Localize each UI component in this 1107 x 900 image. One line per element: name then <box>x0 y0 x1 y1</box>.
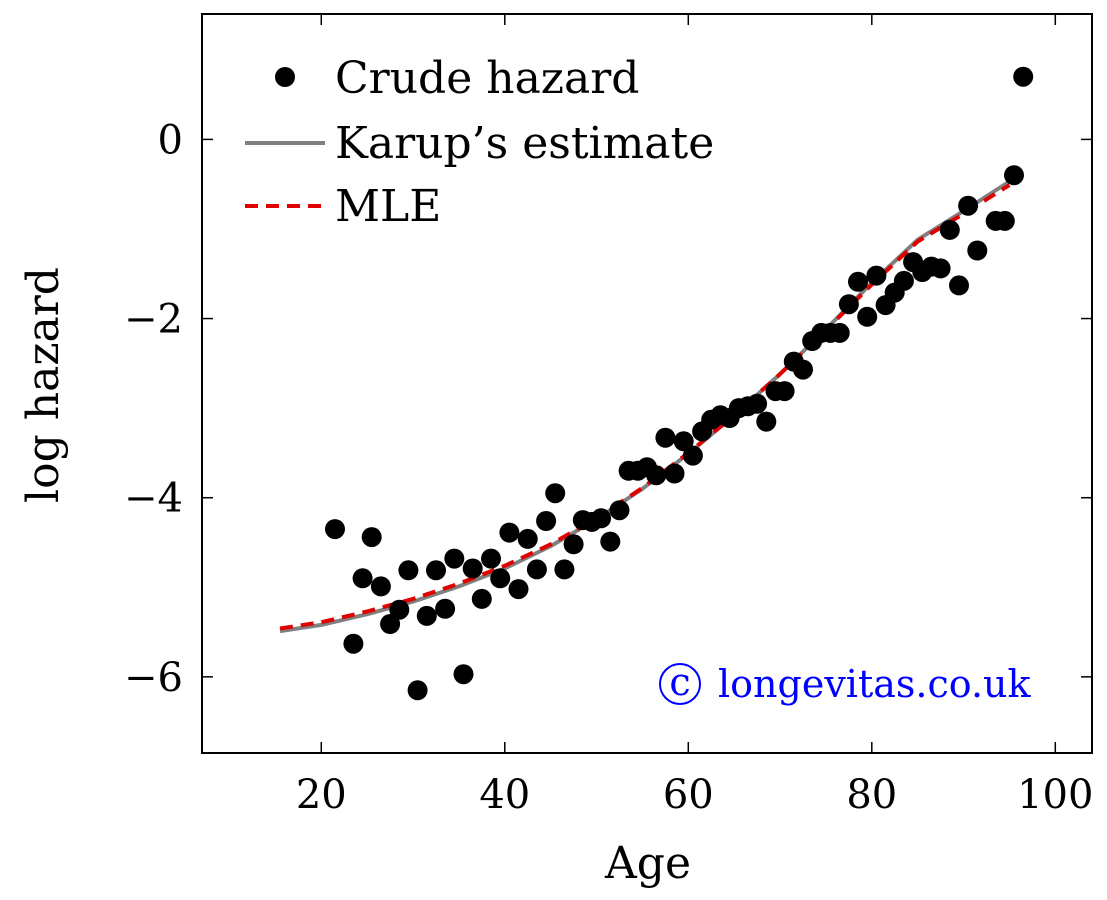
point-crude-hazard-21 <box>526 559 547 580</box>
series-line-mle <box>279 183 1011 631</box>
x-tick-label-40: 40 <box>479 772 530 818</box>
crude-hazard-points <box>325 66 1034 701</box>
point-crude-hazard-72 <box>1004 165 1024 186</box>
series-line-karup-s-estimate <box>279 179 1011 634</box>
point-crude-hazard-58 <box>866 265 887 286</box>
legend-label-mle: MLE <box>335 181 441 232</box>
point-crude-hazard-5 <box>380 614 401 634</box>
x-tick-label-60: 60 <box>663 772 714 818</box>
series-lines <box>279 179 1011 634</box>
x-tick-label-20: 20 <box>296 772 347 818</box>
point-crude-hazard-18 <box>499 522 520 543</box>
point-crude-hazard-48 <box>774 381 795 402</box>
point-crude-hazard-55 <box>838 294 859 315</box>
watermark: c longevitas.co.uk <box>659 660 1031 706</box>
point-crude-hazard-1 <box>343 633 364 654</box>
point-crude-hazard-13 <box>453 664 474 685</box>
point-crude-hazard-73 <box>1013 66 1034 87</box>
point-crude-hazard-67 <box>949 275 969 296</box>
x-tick-label-100: 100 <box>1017 772 1093 818</box>
copyright-symbol: c <box>669 660 690 704</box>
copyright-icon <box>659 663 701 705</box>
point-crude-hazard-7 <box>398 560 419 581</box>
point-crude-hazard-29 <box>600 531 621 552</box>
point-crude-hazard-68 <box>958 195 979 216</box>
x-axis-title: Age <box>604 838 691 889</box>
y-tick-label-1: −2 <box>124 297 183 343</box>
point-crude-hazard-15 <box>471 588 492 609</box>
point-crude-hazard-20 <box>517 528 538 549</box>
point-crude-hazard-23 <box>545 483 566 504</box>
point-crude-hazard-57 <box>857 306 878 327</box>
point-crude-hazard-66 <box>939 219 960 240</box>
point-crude-hazard-65 <box>930 258 951 279</box>
point-crude-hazard-11 <box>435 598 456 619</box>
point-crude-hazard-2 <box>352 568 373 589</box>
point-crude-hazard-71 <box>994 210 1015 231</box>
point-crude-hazard-17 <box>490 568 511 589</box>
point-crude-hazard-22 <box>536 511 557 531</box>
point-crude-hazard-46 <box>756 411 777 432</box>
point-crude-hazard-50 <box>793 359 813 380</box>
x-tick-label-80: 80 <box>846 772 897 818</box>
point-crude-hazard-35 <box>655 427 676 448</box>
plot-frame <box>201 13 1093 754</box>
point-crude-hazard-24 <box>554 559 575 580</box>
y-tick-label-0: 0 <box>158 117 183 163</box>
point-crude-hazard-34 <box>646 465 667 486</box>
point-crude-hazard-37 <box>673 431 694 452</box>
legend: Crude hazard Karup’s estimate MLE <box>245 53 714 232</box>
point-crude-hazard-45 <box>747 393 768 414</box>
legend-label-karup: Karup’s estimate <box>335 118 714 169</box>
point-crude-hazard-8 <box>407 680 428 701</box>
point-crude-hazard-9 <box>416 605 437 626</box>
point-crude-hazard-69 <box>967 240 988 261</box>
point-crude-hazard-0 <box>325 519 345 540</box>
point-crude-hazard-36 <box>664 463 685 484</box>
point-crude-hazard-12 <box>444 548 465 569</box>
point-crude-hazard-56 <box>848 271 868 292</box>
point-crude-hazard-3 <box>361 527 382 548</box>
point-crude-hazard-19 <box>508 579 529 600</box>
point-crude-hazard-28 <box>591 508 612 529</box>
point-crude-hazard-30 <box>609 500 630 521</box>
point-crude-hazard-54 <box>829 322 850 343</box>
y-tick-label-2: −4 <box>124 476 183 522</box>
point-crude-hazard-25 <box>563 534 584 555</box>
point-crude-hazard-10 <box>426 560 446 581</box>
point-crude-hazard-14 <box>462 558 483 579</box>
y-tick-label-3: −6 <box>124 655 183 701</box>
legend-label-crude-hazard: Crude hazard <box>335 53 639 104</box>
point-crude-hazard-16 <box>481 548 501 569</box>
point-crude-hazard-38 <box>682 445 703 466</box>
watermark-text: longevitas.co.uk <box>718 662 1031 706</box>
point-crude-hazard-6 <box>389 599 410 620</box>
point-crude-hazard-4 <box>370 576 391 597</box>
axis-ticks: 20 40 60 80 100 0 −2 −4 −6 <box>124 14 1093 818</box>
legend-marker-crude-hazard <box>275 67 295 87</box>
y-axis-title: log hazard <box>18 267 69 503</box>
point-crude-hazard-61 <box>893 270 914 291</box>
